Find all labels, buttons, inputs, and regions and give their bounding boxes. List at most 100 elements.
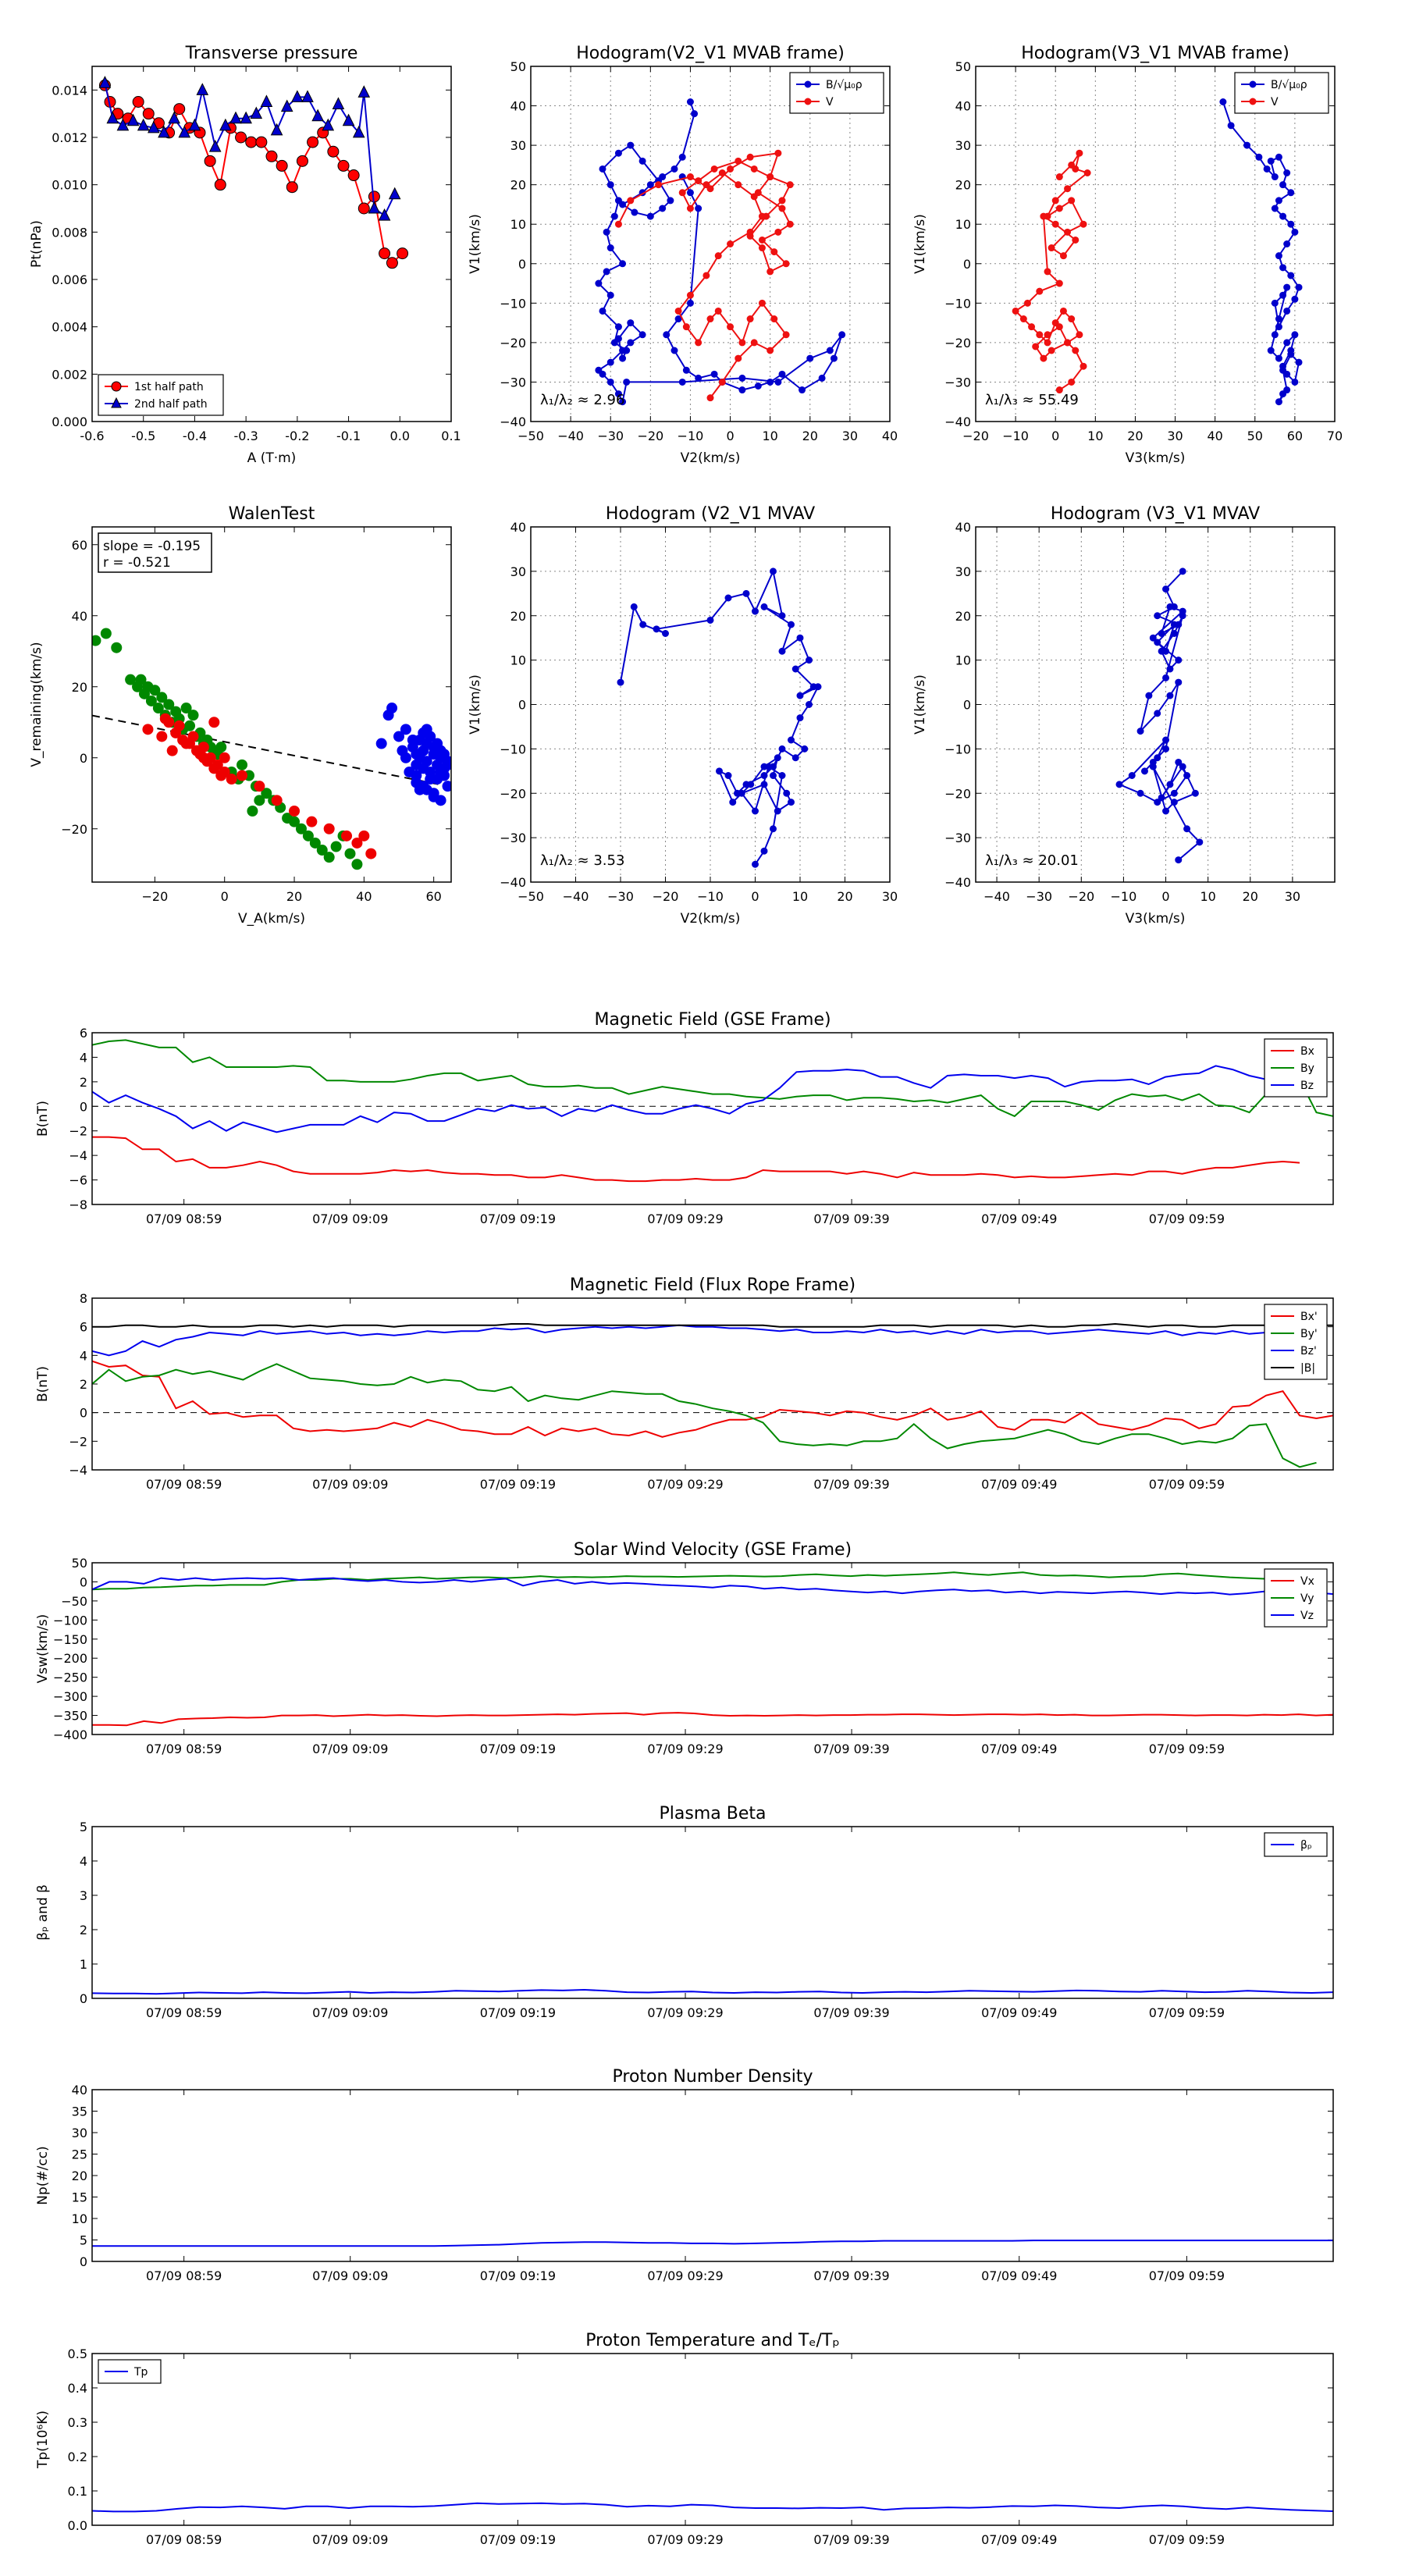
chart-panel-4: WalenTest −20 0 20 40 60 −20 0 20 40 60 V_A(km/s) V_… — [29, 504, 452, 927]
data-point — [1175, 758, 1183, 766]
data-point — [187, 710, 199, 721]
data-point — [425, 774, 436, 785]
y-tick-label: 0 — [80, 751, 87, 766]
data-point — [322, 118, 335, 131]
fit-annotation: slope = -0.195 — [103, 539, 201, 554]
data-point — [1055, 205, 1063, 212]
x-tick-label: 07/09 09:39 — [813, 1212, 889, 1226]
y-tick-label: 40 — [72, 2083, 87, 2097]
data-point — [667, 197, 674, 205]
data-point — [106, 111, 119, 124]
data-point — [752, 807, 759, 815]
legend: βₚ — [1264, 1832, 1328, 1857]
data-point — [639, 621, 647, 628]
data-point — [774, 754, 781, 762]
y-tick-label: −250 — [53, 1670, 87, 1685]
data-point — [375, 738, 387, 749]
ratio-annotation: λ₁/λ₃ ≈ 55.49 — [985, 392, 1079, 408]
series-line-vy — [92, 1571, 1299, 1591]
data-point — [686, 173, 694, 181]
y-tick-label: 0.000 — [52, 415, 87, 429]
data-point — [718, 169, 726, 176]
data-point — [778, 647, 786, 655]
data-point — [1162, 674, 1170, 681]
series-line-vz — [92, 1577, 1333, 1596]
y-tick-label: −20 — [500, 786, 526, 801]
y-tick-label: 30 — [955, 138, 971, 153]
data-point — [1170, 799, 1178, 806]
data-point — [196, 83, 209, 95]
legend-entry: Vy — [1300, 1592, 1314, 1605]
y-tick-label: 0.004 — [52, 320, 87, 335]
y-tick-label: 3 — [80, 1888, 87, 1903]
y-axis-label: Np(#/cc) — [35, 2146, 51, 2204]
chart-panel-3: Hodogram(V3_V1 MVAB frame) −40 −30 −20 −10 0 1… — [912, 44, 1343, 466]
x-tick-label: −10 — [697, 889, 724, 904]
y-tick-label: 35 — [72, 2105, 87, 2119]
chart-panel-1: Transverse pressure 0.000 0.002 0.004 0.006 0… — [29, 44, 461, 466]
data-point — [286, 181, 298, 194]
x-tick-label: 07/09 09:49 — [981, 1477, 1057, 1492]
legend: B/√μ₀ρ V — [1234, 72, 1329, 114]
y-tick-label: 20 — [955, 609, 971, 624]
data-point — [627, 339, 635, 347]
data-point — [706, 315, 714, 323]
data-point — [678, 378, 686, 386]
data-point — [142, 724, 154, 735]
y-tick-label: −30 — [944, 375, 971, 390]
y-tick-label: 0.3 — [68, 2415, 87, 2430]
data-point — [606, 358, 614, 366]
data-point — [727, 165, 735, 173]
data-point — [806, 656, 813, 664]
y-tick-label: 0 — [80, 1099, 87, 1114]
data-point — [830, 354, 838, 362]
data-point — [1283, 307, 1291, 315]
data-point — [1115, 781, 1123, 788]
legend-entry: B/√μ₀ρ — [1271, 79, 1307, 91]
legend: B/√μ₀ρ V — [789, 72, 884, 114]
data-point — [1154, 639, 1161, 646]
legend: Bx By Bz — [1264, 1038, 1328, 1098]
data-point — [1051, 197, 1059, 205]
data-point — [788, 736, 795, 744]
data-point — [738, 386, 746, 394]
y-tick-label: 0.0 — [68, 2518, 87, 2533]
data-point — [1055, 173, 1063, 181]
x-tick-label: 30 — [1167, 429, 1183, 443]
data-point — [1283, 283, 1291, 291]
data-point — [752, 860, 759, 868]
data-point — [280, 99, 293, 112]
data-point — [1170, 630, 1178, 637]
data-point — [270, 123, 283, 136]
y-tick-label: 0.002 — [52, 367, 87, 382]
data-point — [337, 159, 350, 172]
ratio-annotation: λ₁/λ₂ ≈ 2.96 — [540, 392, 624, 408]
data-point — [1154, 710, 1161, 717]
x-tick-label: 07/09 09:19 — [480, 2005, 556, 2020]
data-point — [421, 724, 432, 735]
series-line-v — [1014, 152, 1090, 391]
data-point — [255, 136, 268, 148]
data-point — [638, 157, 646, 165]
chart-title: Hodogram (V2_V1 MVAV — [606, 504, 815, 524]
data-point — [686, 205, 694, 212]
data-point — [1287, 272, 1295, 279]
fit-annotation: r = -0.521 — [103, 555, 171, 571]
x-tick-label: 07/09 09:59 — [1149, 2268, 1225, 2283]
data-point — [148, 120, 160, 133]
chart-panel-8: Magnetic Field (Flux Rope Frame) −4 −2 0 2 4 6… — [35, 1276, 1334, 1492]
data-point — [1179, 763, 1186, 770]
data-point — [386, 703, 398, 714]
y-tick-label: 20 — [955, 178, 971, 193]
legend-entry: B/√μ₀ρ — [826, 79, 863, 91]
x-tick-label: 07/09 09:59 — [1149, 2005, 1225, 2020]
data-point — [1036, 331, 1044, 339]
x-tick-label: 07/09 09:19 — [480, 1477, 556, 1492]
y-tick-label: −350 — [53, 1709, 87, 1724]
data-point — [226, 774, 237, 785]
data-point — [388, 187, 401, 200]
x-tick-label: 07/09 09:49 — [981, 2532, 1057, 2547]
legend-entry: V — [1271, 96, 1279, 109]
series-line-by — [92, 1039, 1333, 1118]
data-point — [265, 150, 278, 162]
